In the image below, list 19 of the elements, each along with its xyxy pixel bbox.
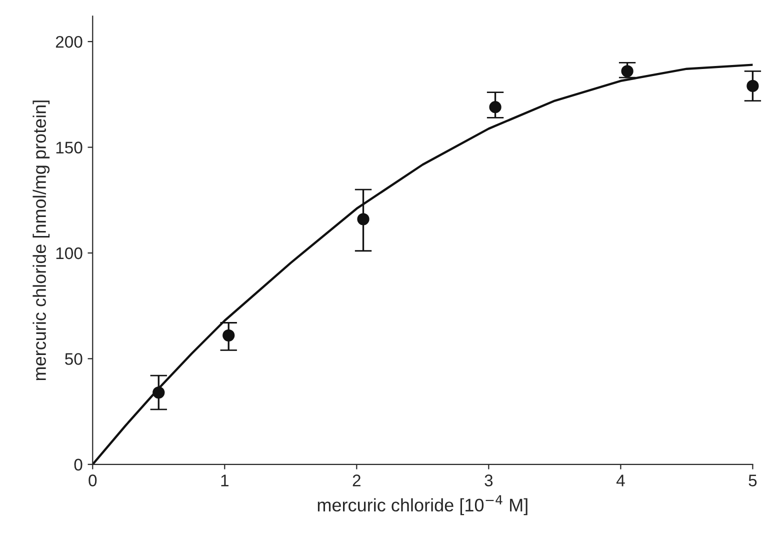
x-tick-label: 3 — [484, 474, 493, 486]
point — [222, 329, 235, 342]
y-tick-label: 150 — [56, 142, 82, 154]
x-tick-label: 2 — [352, 474, 360, 486]
point — [357, 213, 370, 226]
point — [621, 65, 634, 78]
x-tick-label: 0 — [88, 474, 97, 486]
point — [152, 386, 165, 399]
x-tick-label: 4 — [616, 474, 625, 486]
x-axis-title: mercuric chloride [10$^{−4}$ M] — [318, 495, 528, 516]
x-tick-label: 1 — [221, 474, 228, 486]
y-tick-label: 100 — [56, 247, 82, 260]
y-tick-label: 50 — [65, 353, 82, 365]
point — [489, 101, 502, 114]
y-axis-title: mercuric chloride [nmol/mg protein] — [32, 100, 50, 380]
point — [746, 80, 759, 92]
y-tick-label: 0 — [74, 458, 82, 471]
y-tick-label: 200 — [56, 36, 82, 48]
x-tick-label: 5 — [748, 474, 757, 486]
